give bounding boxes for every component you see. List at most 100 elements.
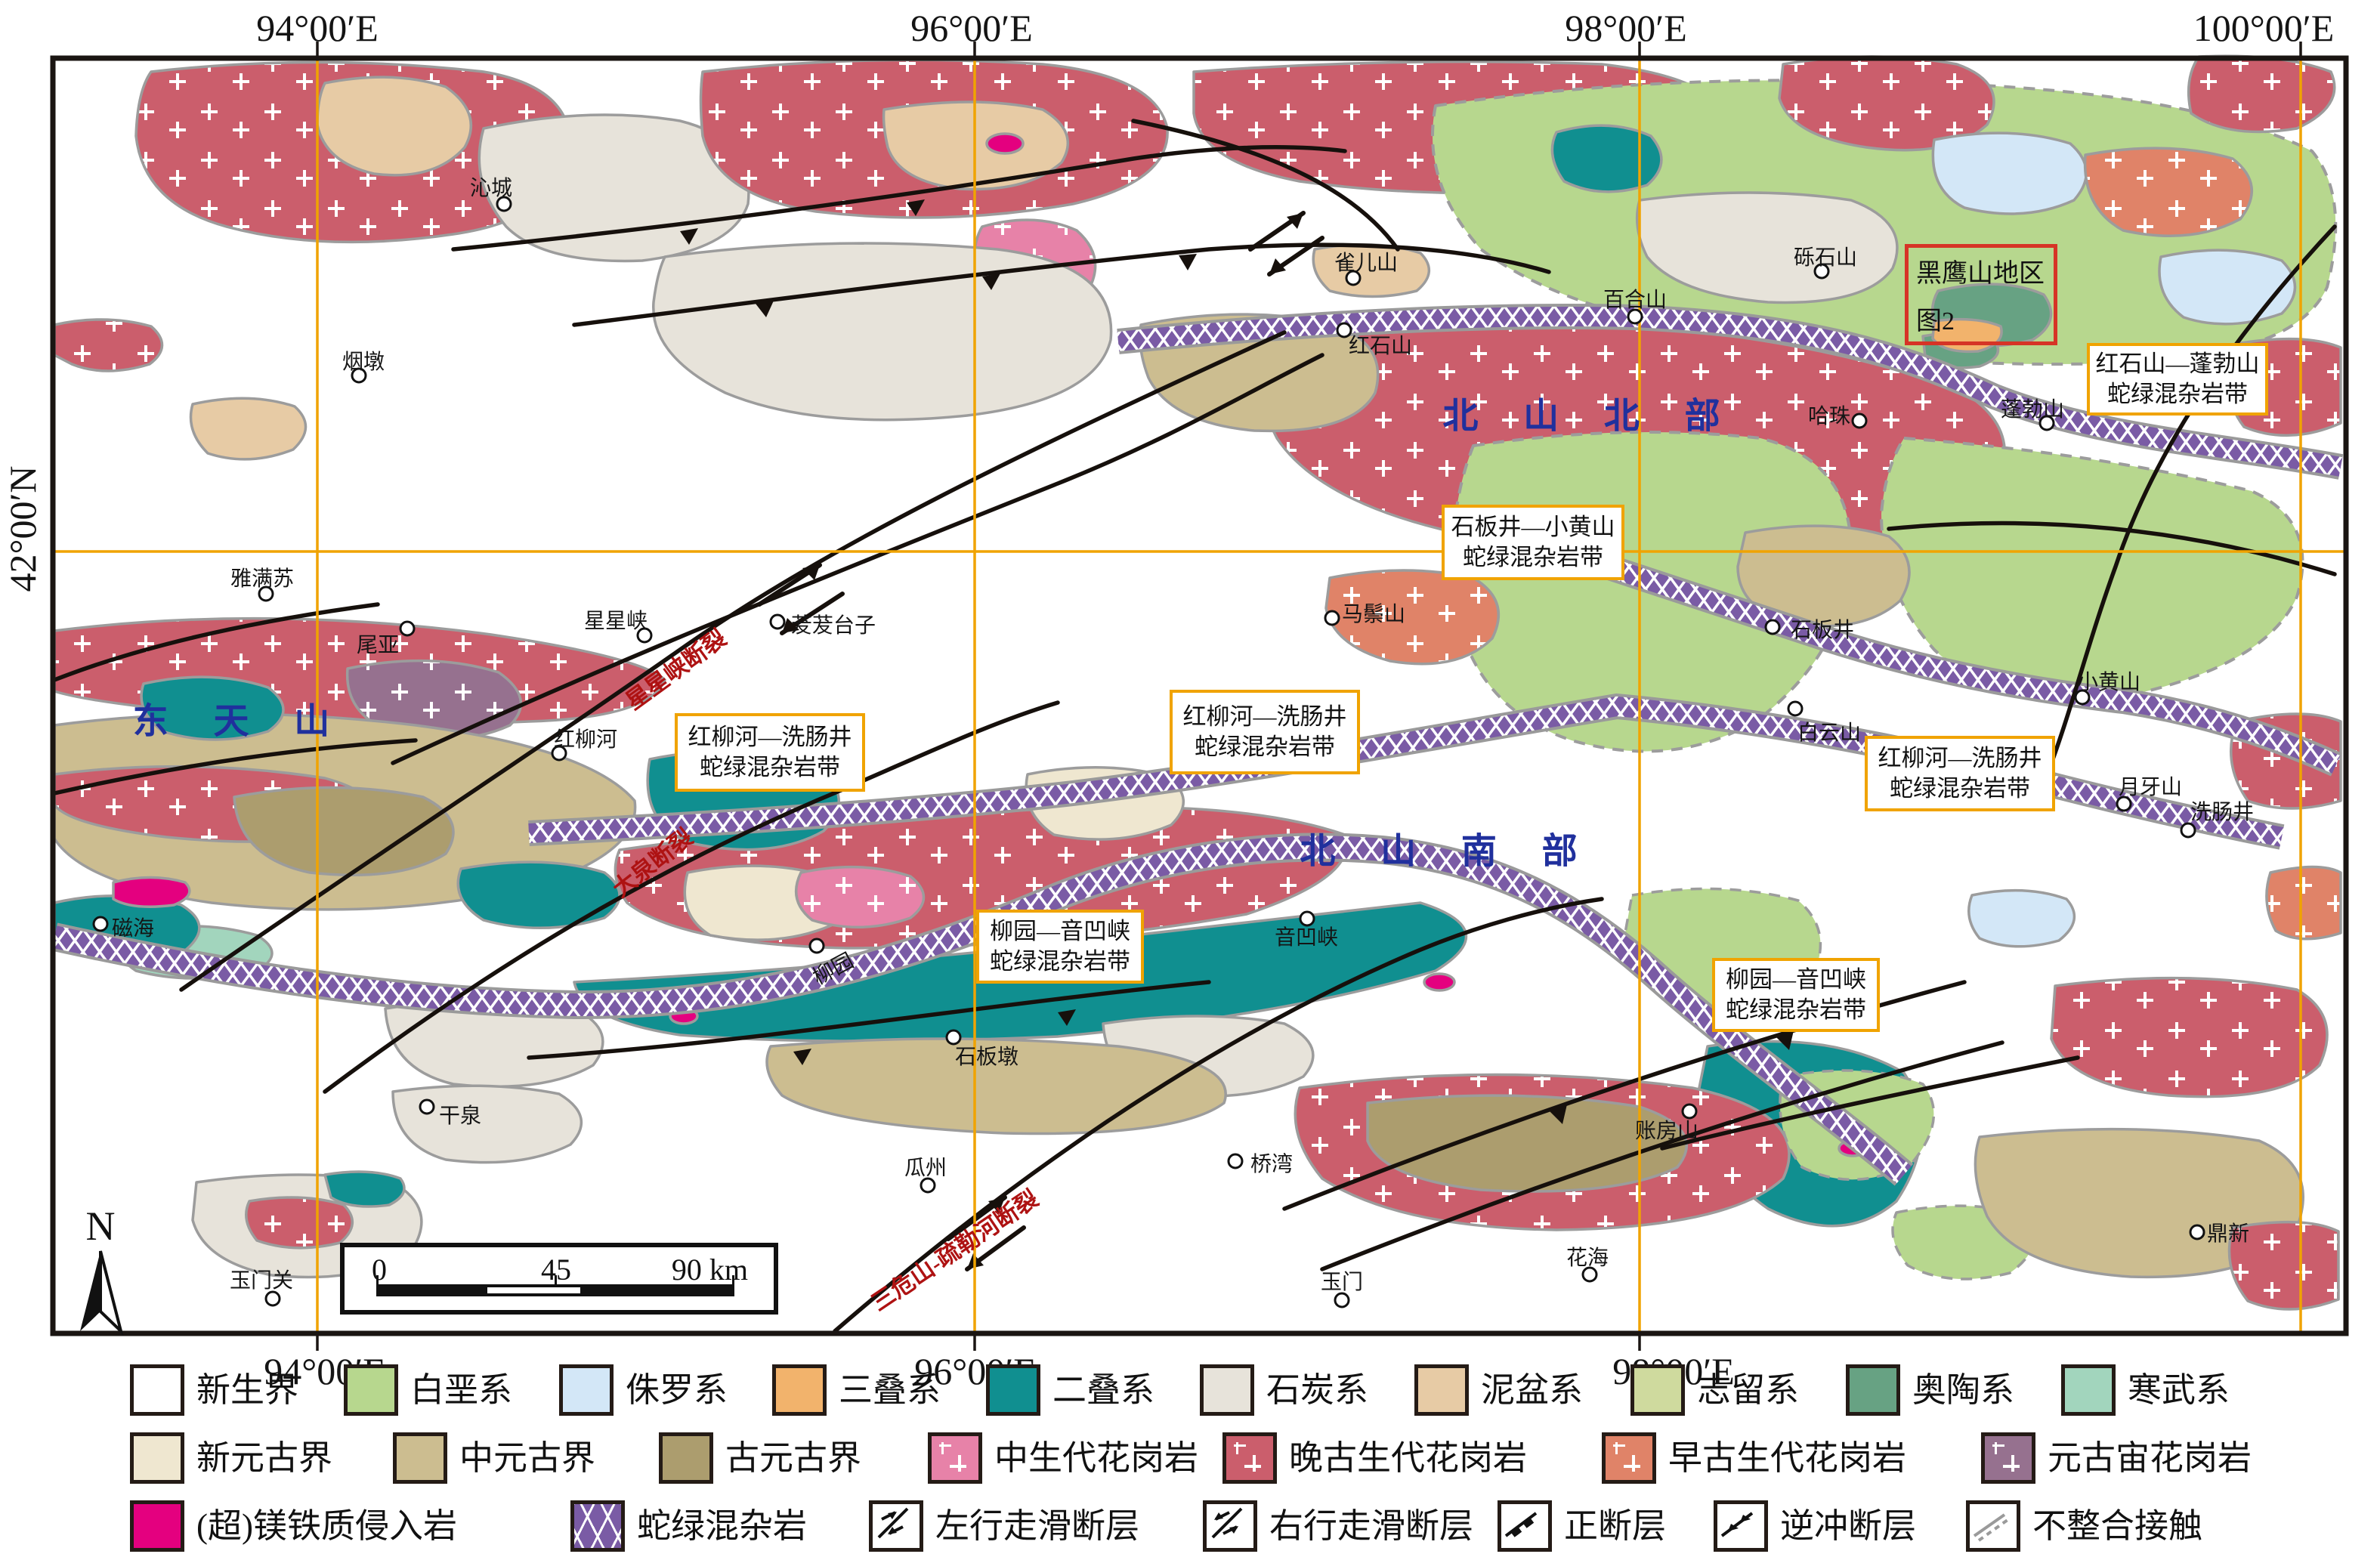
place-label: 雅满苏	[230, 567, 295, 591]
place-label: 沁城	[469, 177, 513, 200]
legend-label: 元古宙花岗岩	[2048, 1439, 2252, 1477]
legend-label: 蛇绿混杂岩	[637, 1507, 808, 1545]
legend-swatch	[130, 1500, 184, 1552]
legend-swatch	[928, 1432, 982, 1484]
legend-item: 志留系	[1630, 1364, 1799, 1416]
graticule	[53, 58, 2346, 1333]
scale-bar: 0 45 90 km	[340, 1243, 778, 1315]
legend-swatch	[1200, 1364, 1254, 1416]
legend-item: 奥陶系	[1846, 1364, 2014, 1416]
strike-slip-arrows	[757, 211, 1324, 1271]
axis-label-left: 42°00′N	[2, 465, 44, 592]
legend-item: 中元古界	[393, 1432, 595, 1484]
place-dot	[258, 585, 274, 602]
legend-swatch	[2061, 1364, 2116, 1416]
legend-label: 左行走滑断层	[935, 1507, 1140, 1545]
ophiolite-belt-label-box: 红柳河—洗肠井 蛇绿混杂岩带	[1865, 736, 2055, 811]
place-dot	[1787, 700, 1804, 717]
place-label: 白云山	[1797, 721, 1862, 745]
legend-item: 左行走滑断层	[869, 1500, 1139, 1552]
scale-tick-0: 0	[372, 1253, 387, 1287]
legend-swatch	[344, 1364, 398, 1416]
place-label: 音凹峡	[1274, 926, 1339, 950]
legend-item: 不整合接触	[1966, 1500, 2202, 1552]
scale-bar-rule	[376, 1284, 734, 1296]
ophiolite-belt-label-box: 石板井—小黄山 蛇绿混杂岩带	[1442, 505, 1624, 580]
place-dot	[1345, 270, 1362, 286]
legend-label: 不整合接触	[2032, 1507, 2203, 1545]
legend-swatch	[1981, 1432, 2035, 1484]
place-dot	[2074, 689, 2091, 706]
place-label: 百合山	[1603, 289, 1668, 312]
legend-item: 逆冲断层	[1714, 1500, 1916, 1552]
place-label: 玉门	[1320, 1271, 1364, 1294]
legend-label: 中元古界	[459, 1439, 596, 1477]
legend-label: 志留系	[1697, 1371, 1800, 1409]
legend-label: 二叠系	[1052, 1371, 1155, 1409]
legend-item: 泥盆系	[1414, 1364, 1583, 1416]
legend-item: 白垩系	[344, 1364, 512, 1416]
legend-item: 蛇绿混杂岩	[570, 1500, 807, 1552]
legend-label: 古元古界	[725, 1439, 862, 1477]
legend-swatch	[130, 1364, 184, 1416]
axis-label-top: 98°00′E	[1565, 7, 1687, 49]
legend-label: 石炭系	[1266, 1371, 1369, 1409]
ophiolite-belt-label-box: 红石山—蓬勃山 蛇绿混杂岩带	[2087, 343, 2268, 416]
legend-label: 早古生代花岗岩	[1668, 1439, 1907, 1477]
place-dot	[945, 1029, 962, 1046]
heiyingshan-inset-box: 黑鹰山地区 图2	[1905, 244, 2057, 345]
legend-swatch	[1222, 1432, 1277, 1484]
ophiolite-belt-label-box: 红柳河—洗肠井 蛇绿混杂岩带	[675, 713, 865, 792]
inset-title: 黑鹰山地区	[1916, 260, 2045, 288]
unconformity-icon	[1966, 1500, 2020, 1552]
legend-swatch	[393, 1432, 447, 1484]
place-label: 玉门关	[229, 1269, 294, 1293]
right-slip-icon	[1203, 1500, 1257, 1552]
legend-label: 奥陶系	[1912, 1371, 2015, 1409]
region-label: 北 山 南 部	[1300, 832, 1596, 872]
place-label: 账房山	[1634, 1120, 1699, 1143]
ophiolite-belt-label-box: 红柳河—洗肠井 蛇绿混杂岩带	[1170, 690, 1360, 774]
place-dot	[399, 620, 416, 637]
place-label: 月牙山	[2118, 776, 2183, 799]
place-label: 小黄山	[2076, 671, 2141, 694]
legend-swatch	[772, 1364, 827, 1416]
legend-swatch	[986, 1364, 1040, 1416]
region-label: 北 山 北 部	[1442, 397, 1739, 437]
place-dot	[1681, 1103, 1698, 1120]
legend-item: 早古生代花岗岩	[1602, 1432, 1906, 1484]
inset-figure-ref: 图2	[1916, 307, 1955, 335]
legend-item: 新元古界	[130, 1432, 332, 1484]
legend-swatch	[130, 1432, 184, 1484]
place-dot	[1627, 308, 1643, 325]
place-label: 干泉	[438, 1104, 482, 1128]
place-dot	[1324, 610, 1340, 626]
place-label: 磁海	[111, 917, 155, 941]
place-label: 砾石山	[1793, 246, 1858, 270]
legend-item: 中生代花岗岩	[928, 1432, 1198, 1484]
place-label: 石板井	[1790, 619, 1855, 642]
thrust-teeth	[680, 199, 1794, 1124]
normal-fault-icon	[1498, 1500, 1552, 1552]
legend-label: 白垩系	[410, 1371, 513, 1409]
left-slip-icon	[869, 1500, 923, 1552]
place-dot	[769, 613, 786, 630]
place-dot	[920, 1177, 936, 1194]
place-dot	[1581, 1266, 1598, 1283]
legend-item: 新生界	[130, 1364, 298, 1416]
axis-label-top: 94°00′E	[256, 7, 379, 49]
ophiolite-belt-label-box: 柳园—音凹峡 蛇绿混杂岩带	[976, 910, 1144, 984]
legend-label: 寒武系	[2128, 1371, 2230, 1409]
legend-label: 逆冲断层	[1780, 1507, 1917, 1545]
axis-label-top: 96°00′E	[910, 7, 1033, 49]
legend-label: 右行走滑断层	[1269, 1507, 1474, 1545]
place-label: 花海	[1566, 1247, 1609, 1270]
place-dot	[419, 1098, 435, 1115]
place-label: 鼎新	[2206, 1222, 2250, 1246]
ophiolite-belts	[51, 304, 2344, 1186]
north-arrow: N	[66, 1206, 134, 1341]
place-label: 蓬勃山	[2000, 398, 2065, 422]
legend-swatch	[1846, 1364, 1900, 1416]
